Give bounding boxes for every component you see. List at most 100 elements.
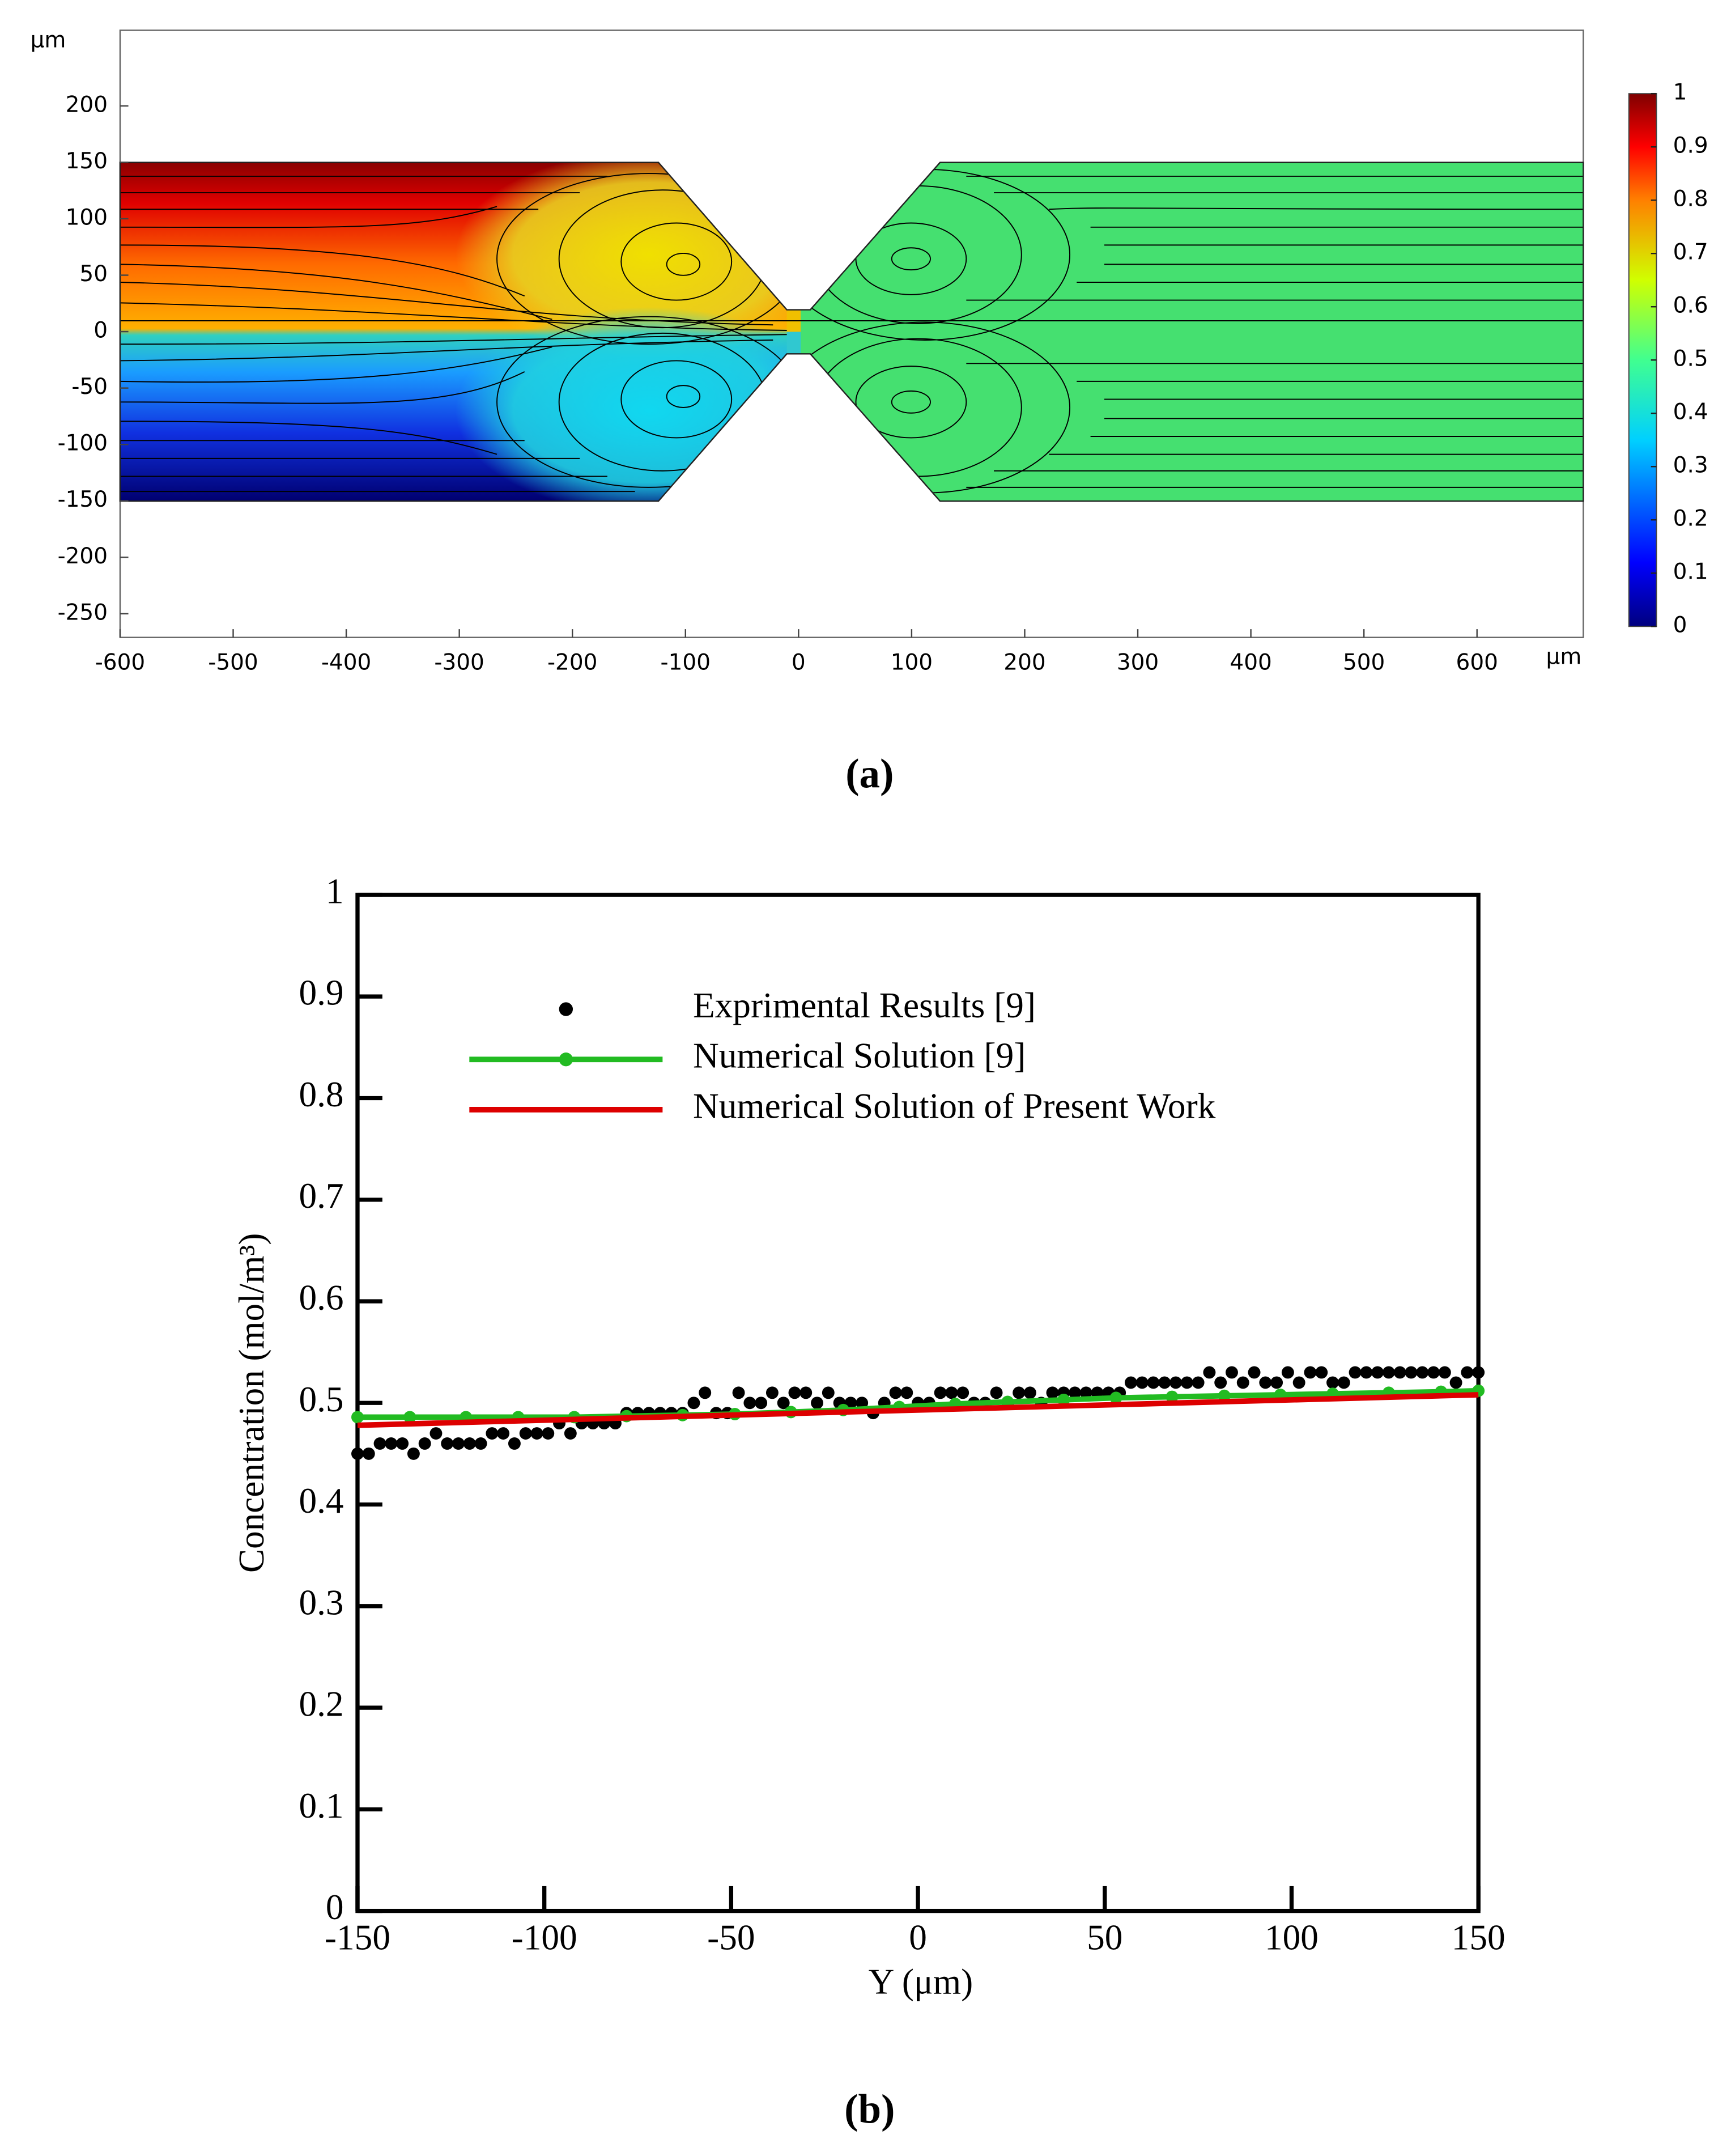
data-point (1405, 1366, 1418, 1379)
data-point (1449, 1376, 1462, 1389)
x-tick-label: -200 (547, 650, 597, 675)
y-tick-label: 0 (326, 1887, 344, 1927)
y-tick-label: 0.7 (299, 1176, 343, 1216)
data-point (856, 1397, 869, 1410)
y-tick-label: 200 (66, 92, 108, 117)
data-point (1046, 1386, 1059, 1399)
data-point (362, 1447, 375, 1460)
panel-a: μm μm -600 -500 -400 -300 -200 -100 0 100 200 300… (31, 27, 1708, 675)
data-point (1315, 1366, 1328, 1379)
colorbar-tick-label: 0.9 (1673, 133, 1708, 159)
data-point (934, 1386, 947, 1399)
panel-b: Y (μm) Concentration (mol/m³) -150 -100 -5… (232, 872, 1505, 2002)
x-tick-label: 150 (1452, 1918, 1505, 1958)
data-point (1135, 1376, 1149, 1389)
colorbar-tick-label: 1 (1673, 80, 1687, 105)
x-tick-label: -400 (321, 650, 371, 675)
x-tick-label: -600 (95, 650, 145, 675)
y-tick-label: 0.4 (299, 1481, 343, 1521)
data-point (1124, 1376, 1137, 1389)
data-point (486, 1427, 499, 1440)
data-point (1438, 1366, 1451, 1379)
data-point (1023, 1386, 1036, 1399)
y-tick-label: -100 (58, 431, 108, 456)
colorbar-tick-label: 0.4 (1673, 400, 1708, 425)
data-point (1203, 1366, 1216, 1379)
legend-marker (559, 1002, 573, 1016)
data-point (1304, 1366, 1317, 1379)
data-point (418, 1437, 431, 1450)
data-point (755, 1397, 768, 1410)
y-tick-label: 0.3 (299, 1582, 343, 1622)
colorbar-tick-label: 0.3 (1673, 453, 1708, 478)
x-tick-label: 200 (1003, 650, 1045, 675)
y-tick-label: 50 (79, 261, 108, 287)
data-point (1079, 1386, 1092, 1399)
colorbar-tick-label: 0.1 (1673, 559, 1708, 585)
data-point (1248, 1366, 1261, 1379)
legend-label: Exprimental Results [9] (693, 986, 1036, 1025)
data-point (1371, 1366, 1384, 1379)
y-tick-label: 0 (93, 318, 108, 343)
data-point (429, 1427, 443, 1440)
x-unit: μm (1546, 644, 1582, 670)
line-marker (351, 1411, 364, 1424)
data-point (799, 1386, 813, 1399)
data-point (564, 1427, 577, 1440)
data-point (396, 1437, 409, 1450)
caption-a: (a) (845, 750, 894, 796)
series-line (357, 1387, 1479, 1420)
y-tick-label: 150 (66, 148, 108, 174)
caption-b: (b) (844, 2086, 895, 2132)
data-point (743, 1397, 756, 1410)
y-tick-label: 1 (326, 872, 344, 911)
data-point (1281, 1366, 1294, 1379)
colorbar-tick-label: 0.5 (1673, 346, 1708, 372)
colorbar-tick-label: 0.7 (1673, 240, 1708, 265)
x-axis-label: Y (μm) (869, 1962, 973, 2001)
data-point (497, 1427, 510, 1440)
data-point (945, 1386, 958, 1399)
data-point (765, 1386, 779, 1399)
legend-marker (559, 1052, 573, 1067)
data-point (699, 1386, 712, 1399)
x-tick-label: 50 (1087, 1918, 1122, 1958)
data-point (1393, 1366, 1406, 1379)
line-marker (1166, 1390, 1179, 1403)
data-point (1180, 1376, 1193, 1389)
data-point (889, 1386, 902, 1399)
legend-label: Numerical Solution of Present Work (693, 1086, 1216, 1126)
x-tick-label: -150 (325, 1918, 390, 1958)
y-unit: μm (31, 27, 66, 53)
x-tick-label: 300 (1117, 650, 1159, 675)
data-point (1236, 1376, 1249, 1389)
line-marker (1109, 1391, 1122, 1404)
data-point (452, 1437, 465, 1450)
data-point (1360, 1366, 1373, 1379)
x-tick-label: 600 (1456, 650, 1498, 675)
data-point (1226, 1366, 1238, 1379)
data-point (1214, 1376, 1227, 1389)
x-tick-label: -300 (434, 650, 484, 675)
y-tick-label: 0.5 (299, 1380, 343, 1419)
data-point (1292, 1376, 1305, 1389)
data-point (732, 1386, 745, 1399)
data-point (1382, 1366, 1395, 1379)
data-point (519, 1427, 532, 1440)
x-tick-label: 100 (891, 650, 933, 675)
x-tick-label: -100 (512, 1918, 577, 1958)
y-tick-label: -200 (58, 544, 108, 569)
data-point (777, 1397, 790, 1410)
data-point (1349, 1366, 1362, 1379)
data-point (1427, 1366, 1440, 1379)
x-tick-label: -50 (707, 1918, 755, 1958)
data-point (1270, 1376, 1283, 1389)
data-point (542, 1427, 555, 1440)
data-point (1416, 1366, 1429, 1379)
y-tick-label: 0.6 (299, 1278, 343, 1318)
data-point (1147, 1376, 1160, 1389)
colorbar-tick-label: 0.2 (1673, 506, 1708, 532)
data-point (1259, 1376, 1272, 1389)
data-point (1326, 1376, 1339, 1389)
data-point (463, 1437, 476, 1450)
